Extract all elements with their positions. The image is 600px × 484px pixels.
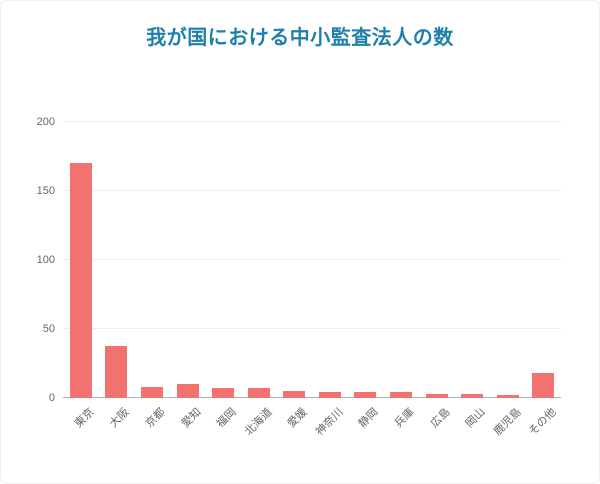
x-axis-label: 福岡 (214, 406, 239, 431)
bar-愛知 (176, 384, 199, 398)
bar-大阪 (105, 345, 128, 398)
x-axis-label: 愛媛 (285, 406, 310, 431)
y-tick-label: 150 (36, 185, 55, 197)
y-tick-label: 50 (42, 323, 55, 335)
bar-その他 (532, 373, 555, 398)
bar-北海道 (247, 388, 270, 398)
bar-chart-plot-area: 0 50 100 150 200 東京 大阪 京都 愛知 福岡 北海道 愛媛 神奈川 静岡 兵庫 広島 岡山 鹿児… (37, 116, 561, 438)
x-axis-line (63, 397, 561, 398)
gridline (63, 190, 561, 191)
chart-title: 我が国における中小監査法人の数 (146, 27, 454, 49)
gridline (63, 259, 561, 260)
bar-静岡 (354, 392, 377, 398)
bar-福岡 (212, 388, 235, 398)
bar-岡山 (461, 393, 484, 398)
x-axis-label: 広島 (428, 406, 453, 431)
gridline (63, 121, 561, 122)
bar-広島 (425, 393, 448, 398)
x-axis-label: 東京 (72, 406, 97, 431)
x-axis-label: 静岡 (356, 406, 381, 431)
bar-京都 (140, 386, 163, 398)
bar-兵庫 (389, 392, 412, 398)
x-axis-label: 鹿児島 (491, 406, 524, 438)
x-axis-label: 兵庫 (392, 406, 417, 431)
bar-鹿児島 (496, 395, 519, 398)
y-tick-label: 0 (48, 392, 55, 404)
x-axis-label: 岡山 (463, 406, 488, 431)
y-tick-label: 100 (36, 254, 55, 266)
bar-東京 (69, 163, 92, 398)
bar-愛媛 (283, 391, 306, 398)
x-axis-label: 京都 (143, 406, 168, 431)
x-axis-label: 神奈川 (313, 406, 346, 438)
y-tick-label: 200 (36, 116, 55, 128)
x-axis-label: 大阪 (107, 406, 132, 431)
gridline (63, 328, 561, 329)
x-axis-label: その他 (526, 406, 559, 438)
x-axis-label: 愛知 (179, 406, 204, 431)
x-axis-label: 北海道 (242, 406, 275, 438)
bar-神奈川 (318, 392, 341, 398)
